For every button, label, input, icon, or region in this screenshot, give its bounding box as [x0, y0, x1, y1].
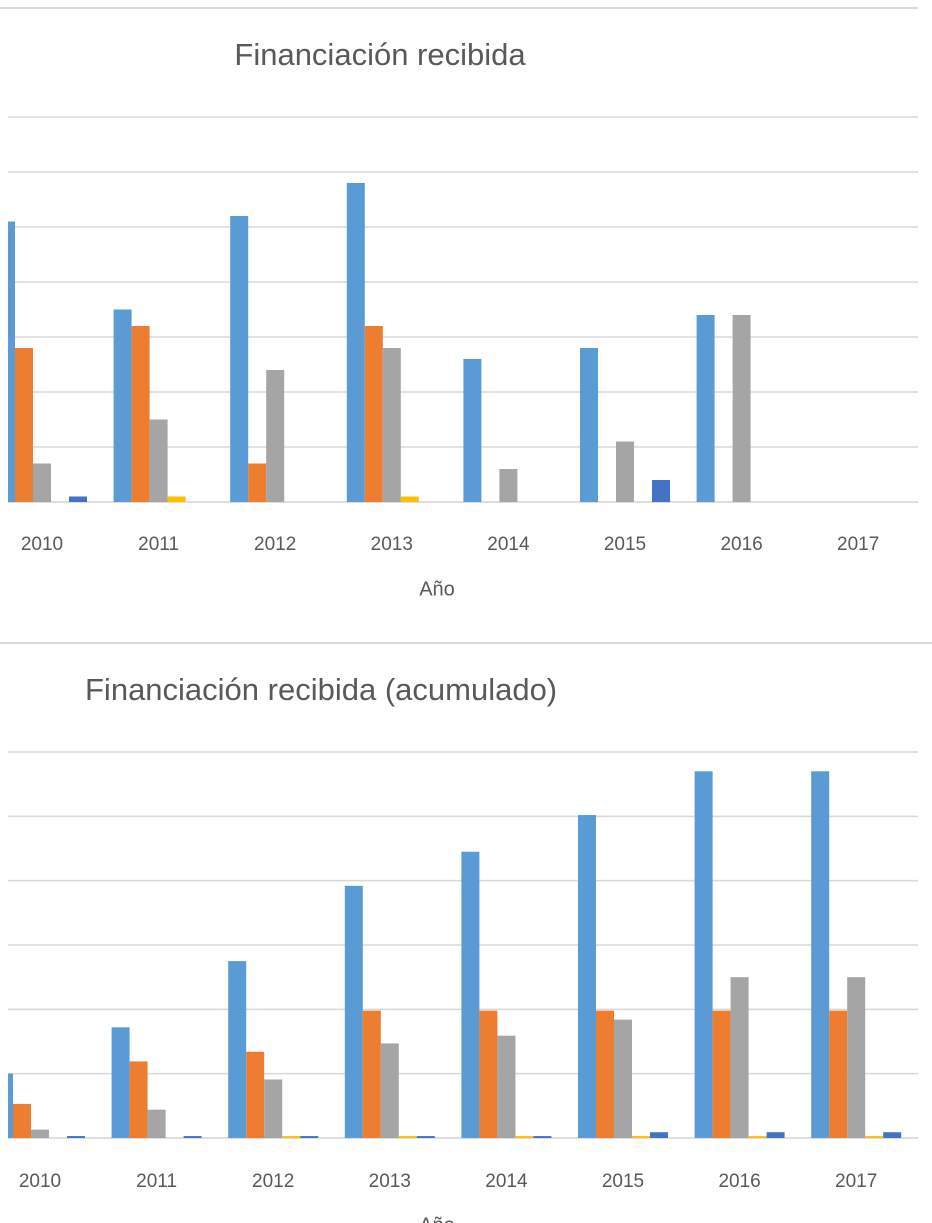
bar — [15, 348, 33, 502]
bar — [883, 1132, 902, 1138]
bar — [364, 326, 383, 502]
bar — [111, 1027, 130, 1138]
x-tick-label: 2016 — [718, 1171, 760, 1192]
bar — [228, 961, 247, 1138]
bar — [497, 1035, 516, 1138]
bar — [632, 1136, 650, 1138]
bar — [300, 1136, 319, 1138]
bar — [264, 1079, 283, 1138]
bar — [69, 496, 87, 502]
x-tick-label: 2015 — [604, 534, 646, 555]
bar — [147, 1109, 166, 1138]
bar — [398, 1136, 417, 1138]
x-tick-label: 2017 — [835, 1171, 877, 1192]
x-axis-title: Año — [419, 1214, 455, 1223]
bar — [183, 1136, 202, 1138]
bar — [580, 348, 598, 502]
x-tick-label: 2016 — [720, 534, 762, 555]
bar — [533, 1136, 552, 1138]
bar — [382, 348, 401, 502]
x-tick-label: 2017 — [837, 534, 879, 555]
bar — [416, 1136, 435, 1138]
bar — [167, 496, 186, 502]
bar — [732, 315, 751, 502]
x-tick-label: 2011 — [136, 1171, 177, 1192]
bar — [67, 1136, 85, 1138]
bar — [865, 1136, 884, 1138]
bar — [829, 1010, 848, 1138]
x-tick-label: 2014 — [487, 534, 530, 555]
bar — [614, 1019, 632, 1138]
bar — [362, 1010, 381, 1138]
bar — [131, 326, 150, 502]
x-tick-label: 2014 — [485, 1171, 528, 1192]
bar — [8, 221, 15, 502]
bar — [766, 1132, 785, 1138]
bar — [596, 1010, 614, 1138]
bar — [650, 1132, 668, 1138]
x-tick-label: 2012 — [252, 1171, 294, 1192]
bar — [463, 359, 482, 502]
x-tick-label: 2013 — [371, 534, 413, 555]
bar — [230, 216, 249, 502]
x-tick-label: 2015 — [602, 1171, 644, 1192]
bar — [748, 1136, 767, 1138]
bar — [344, 885, 363, 1138]
bar — [696, 315, 715, 502]
bar — [266, 370, 285, 502]
chart-title: Financiación recibida (acumulado) — [85, 672, 557, 707]
x-tick-label: 2011 — [138, 534, 179, 555]
bar — [246, 1051, 265, 1138]
bar — [248, 463, 267, 502]
bar — [31, 1129, 49, 1138]
bar — [515, 1136, 534, 1138]
bar — [33, 463, 51, 502]
bar — [346, 183, 365, 502]
bar — [847, 977, 866, 1138]
bar — [652, 480, 670, 502]
bar — [113, 309, 132, 502]
chart-title: Financiación recibida — [234, 37, 526, 72]
x-tick-label: 2010 — [21, 534, 63, 555]
x-tick-label: 2010 — [19, 1171, 61, 1192]
bar — [129, 1061, 148, 1138]
bar — [479, 1010, 498, 1138]
plot-area — [8, 183, 902, 1138]
bar — [380, 1043, 399, 1138]
x-tick-label: 2013 — [369, 1171, 411, 1192]
bar — [282, 1136, 301, 1138]
bar — [730, 977, 749, 1138]
bar — [13, 1103, 31, 1138]
x-tick-label: 2012 — [254, 534, 296, 555]
bar — [8, 1073, 13, 1138]
bar — [811, 771, 830, 1138]
bar — [149, 419, 168, 502]
x-axis-title: Año — [419, 578, 455, 600]
bar — [461, 851, 480, 1138]
bar — [499, 469, 518, 502]
bar — [578, 815, 596, 1138]
bar — [712, 1010, 731, 1138]
bar — [400, 496, 419, 502]
bar — [616, 441, 634, 502]
bar — [694, 771, 713, 1138]
